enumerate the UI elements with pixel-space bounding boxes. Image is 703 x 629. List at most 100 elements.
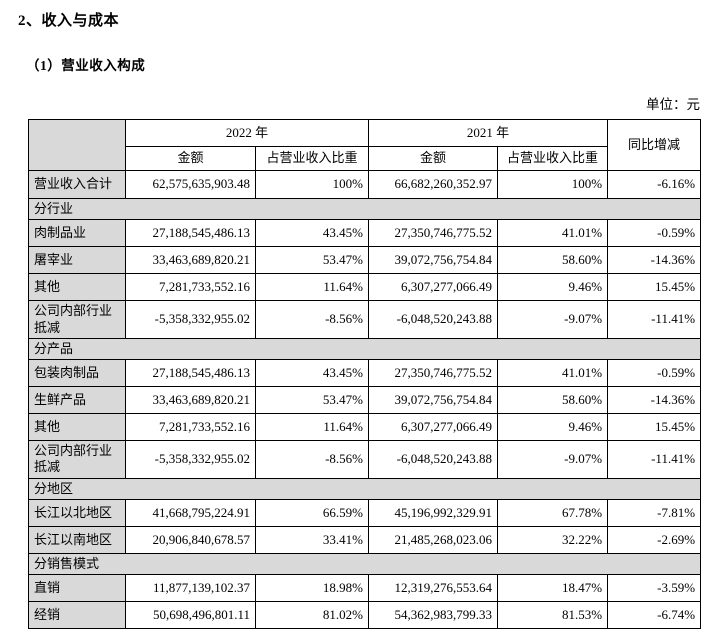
table-row: 公司内部行业抵减 -5,358,332,955.02 -8.56% -6,048,52… xyxy=(28,300,702,339)
amount-2022-cell: 27,188,545,486.13 xyxy=(125,359,256,387)
amount-2021-cell: 12,319,276,553.64 xyxy=(368,574,499,602)
ratio-2022-cell: 11.64% xyxy=(254,413,370,441)
ratio-2022-cell: 43.45% xyxy=(254,359,370,387)
amount-2022-cell: 50,698,496,801.11 xyxy=(125,601,256,629)
ratio-2022-cell: 33.41% xyxy=(254,525,370,554)
total-revenue-row: 营业收入合计 62,575,635,903.48 100% 66,682,260,35… xyxy=(28,170,702,199)
ratio-2021-header: 占营业收入比重 xyxy=(497,146,609,171)
amount-2021-header: 金额 xyxy=(368,146,499,171)
ratio-2021-cell: 9.46% xyxy=(497,413,609,441)
table-row: 公司内部行业抵减 -5,358,332,955.02 -8.56% -6,048,52… xyxy=(28,440,702,479)
yoy-cell: -11.41% xyxy=(607,440,702,479)
ratio-2022-cell: 43.45% xyxy=(254,219,370,248)
row-label: 其他 xyxy=(28,273,126,302)
row-label: 长江以南地区 xyxy=(28,525,126,554)
yoy-header: 同比增减 xyxy=(607,119,702,171)
row-label: 屠宰业 xyxy=(28,246,126,275)
row-label: 直销 xyxy=(28,574,126,602)
table-row: 直销 11,877,139,102.37 18.98% 12,319,276,553.… xyxy=(28,574,702,602)
table-row: 屠宰业 33,463,689,820.21 53.47% 39,072,756,754… xyxy=(28,246,702,275)
row-label: 肉制品业 xyxy=(28,219,126,248)
ratio-2022-cell: 18.98% xyxy=(254,574,370,602)
table-row: 长江以南地区 20,906,840,678.57 33.41% 21,485,268,… xyxy=(28,525,702,554)
report-page: 2、收入与成本 （1）营业收入构成 单位：元 2022 年 2021 年 同比增… xyxy=(0,9,703,629)
amount-2021-cell: 39,072,756,754.84 xyxy=(368,246,499,275)
ratio-2022-cell: 81.02% xyxy=(254,601,370,629)
amount-2021-cell: 6,307,277,066.49 xyxy=(368,413,499,441)
section-header-row: 分销售模式 xyxy=(27,552,702,576)
ratio-2021-cell: 18.47% xyxy=(497,574,609,602)
amount-2021-cell: 27,350,746,775.52 xyxy=(368,359,499,387)
yoy-cell: -0.59% xyxy=(607,359,702,387)
yoy-cell: 15.45% xyxy=(607,413,702,441)
row-label: 营业收入合计 xyxy=(28,170,126,199)
amount-2021-cell: 21,485,268,023.06 xyxy=(368,525,499,554)
ratio-2022-header: 占营业收入比重 xyxy=(254,146,370,171)
amount-2021-cell: 45,196,992,329.91 xyxy=(368,498,499,527)
amount-2021-cell: 6,307,277,066.49 xyxy=(368,273,499,302)
revenue-composition-table: 2022 年 2021 年 同比增减 金额 占营业收入比重 金额 占营业收入比重… xyxy=(27,119,702,629)
row-label: 长江以北地区 xyxy=(28,498,126,527)
section-title: 分销售模式 xyxy=(27,552,702,576)
ratio-2021-cell: 81.53% xyxy=(497,601,609,629)
table-row: 包装肉制品 27,188,545,486.13 43.45% 27,350,746,7… xyxy=(28,359,702,387)
amount-2022-cell: 62,575,635,903.48 xyxy=(125,170,256,199)
ratio-2022-cell: 100% xyxy=(254,170,370,199)
unit-label: 单位：元 xyxy=(646,97,700,112)
amount-2021-cell: 39,072,756,754.84 xyxy=(368,386,499,414)
amount-2021-cell: -6,048,520,243.88 xyxy=(368,440,499,479)
yoy-cell: -6.16% xyxy=(607,170,702,199)
page-title: 2、收入与成本 xyxy=(18,13,120,29)
amount-2022-cell: 11,877,139,102.37 xyxy=(125,574,256,602)
ratio-2022-cell: 53.47% xyxy=(254,386,370,414)
table-row: 经销 50,698,496,801.11 81.02% 54,362,983,799.… xyxy=(28,601,702,629)
amount-2022-cell: 27,188,545,486.13 xyxy=(125,219,256,248)
row-label: 其他 xyxy=(28,413,126,441)
table-row: 肉制品业 27,188,545,486.13 43.45% 27,350,746,77… xyxy=(28,219,702,248)
ratio-2022-cell: 66.59% xyxy=(254,498,370,527)
year-2021-header: 2021 年 xyxy=(368,119,609,147)
section-header-row: 分行业 xyxy=(27,197,702,221)
amount-2022-cell: 33,463,689,820.21 xyxy=(125,386,256,414)
ratio-2021-cell: 67.78% xyxy=(497,498,609,527)
yoy-cell: -2.69% xyxy=(607,525,702,554)
amount-2022-cell: 20,906,840,678.57 xyxy=(125,525,256,554)
yoy-cell: -11.41% xyxy=(607,300,702,339)
header-row-measures: 金额 占营业收入比重 金额 占营业收入比重 xyxy=(29,146,701,171)
amount-2021-cell: 54,362,983,799.33 xyxy=(368,601,499,629)
row-label: 公司内部行业抵减 xyxy=(28,440,126,479)
amount-2022-header: 金额 xyxy=(125,146,256,171)
ratio-2021-cell: 32.22% xyxy=(497,525,609,554)
table-row: 其他 7,281,733,552.16 11.64% 6,307,277,066.49… xyxy=(28,273,702,302)
ratio-2021-cell: 9.46% xyxy=(497,273,609,302)
header-row-years: 2022 年 2021 年 同比增减 xyxy=(28,119,702,171)
amount-2022-cell: -5,358,332,955.02 xyxy=(125,440,256,479)
ratio-2022-cell: 11.64% xyxy=(254,273,370,302)
amount-2022-cell: -5,358,332,955.02 xyxy=(125,300,256,339)
ratio-2021-cell: -9.07% xyxy=(497,300,609,339)
yoy-cell: -7.81% xyxy=(607,498,702,527)
section-header-row: 分地区 xyxy=(27,477,702,500)
year-2022-header: 2022 年 xyxy=(124,119,370,147)
section-title: 分地区 xyxy=(27,477,702,500)
ratio-2022-cell: 53.47% xyxy=(254,246,370,275)
section-title: 分产品 xyxy=(27,337,702,361)
amount-2022-cell: 7,281,733,552.16 xyxy=(125,413,256,441)
row-label: 生鲜产品 xyxy=(28,386,126,414)
yoy-cell: -14.36% xyxy=(607,246,702,275)
amount-2022-cell: 7,281,733,552.16 xyxy=(125,273,256,302)
row-label: 包装肉制品 xyxy=(28,359,126,387)
amount-2021-cell: 27,350,746,775.52 xyxy=(368,219,499,248)
section-title: 分行业 xyxy=(27,197,702,221)
yoy-cell: -3.59% xyxy=(607,574,702,602)
ratio-2021-cell: 100% xyxy=(497,170,609,199)
amount-2022-cell: 41,668,795,224.91 xyxy=(125,498,256,527)
ratio-2021-cell: 41.01% xyxy=(497,219,609,248)
table-row: 长江以北地区 41,668,795,224.91 66.59% 45,196,992,… xyxy=(28,498,702,527)
yoy-cell: -14.36% xyxy=(607,386,702,414)
ratio-2021-cell: 41.01% xyxy=(497,359,609,387)
table-row: 其他 7,281,733,552.16 11.64% 6,307,277,066.49… xyxy=(28,413,702,441)
ratio-2021-cell: 58.60% xyxy=(497,246,609,275)
yoy-cell: -0.59% xyxy=(607,219,702,248)
yoy-cell: -6.74% xyxy=(607,601,702,629)
